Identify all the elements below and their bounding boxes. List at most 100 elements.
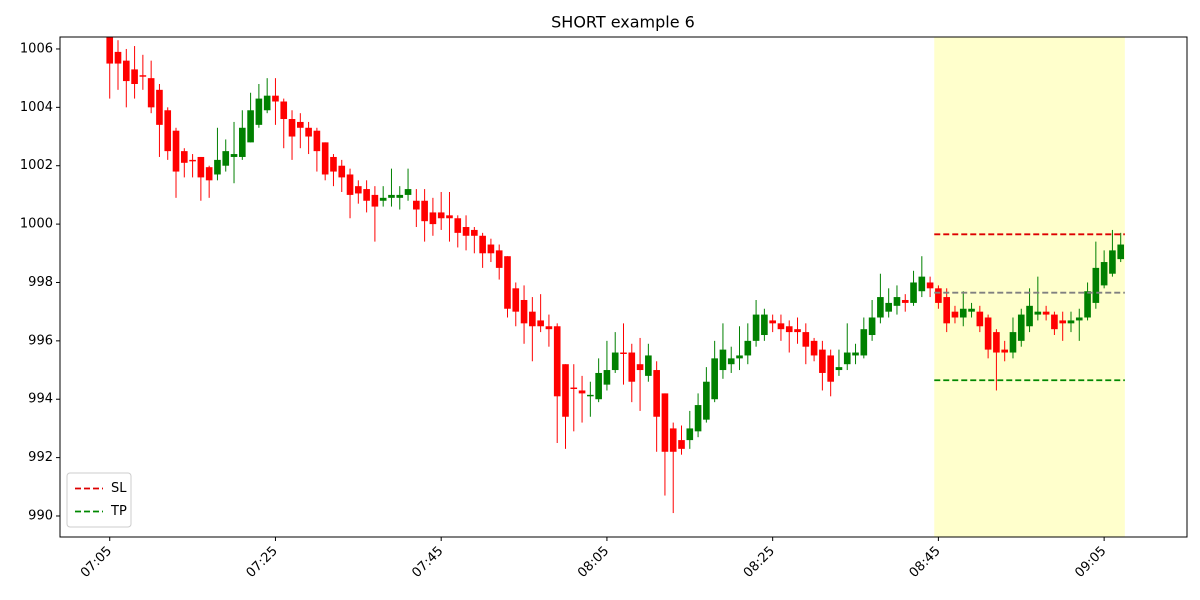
y-tick-label: 992 (28, 450, 53, 465)
candle-body (495, 250, 503, 268)
candle-body (727, 358, 735, 365)
candle-body (222, 151, 230, 166)
candle-body (280, 101, 288, 120)
candle-body (396, 194, 404, 198)
candle-body (769, 320, 776, 324)
candle-body (471, 229, 478, 236)
candle-body (719, 349, 727, 371)
candle-body (106, 37, 114, 64)
candle-body (180, 151, 188, 163)
candle-body (1100, 262, 1108, 286)
legend-label: TP (110, 504, 127, 519)
candle-body (669, 428, 677, 452)
y-tick-label: 994 (28, 392, 53, 407)
candle-body (230, 154, 238, 157)
candle-body (388, 194, 395, 198)
candle-body (156, 89, 163, 125)
candle-body (114, 51, 122, 64)
legend-label: SL (111, 481, 127, 496)
candle-body (297, 121, 304, 128)
candle-body (437, 212, 445, 219)
candle-body (263, 95, 271, 111)
candle-body (512, 288, 520, 312)
candle-body (877, 297, 884, 318)
candle-body (504, 256, 511, 309)
candle-body (910, 282, 917, 303)
candle-body (860, 329, 868, 356)
candle-body (122, 60, 130, 82)
candle-body (379, 197, 387, 201)
candle-body (520, 299, 528, 324)
candle-body (562, 364, 569, 417)
candle-body (901, 299, 909, 303)
y-tick-label: 990 (28, 508, 53, 523)
candle-body (238, 127, 246, 157)
candle-body (147, 78, 155, 108)
candle-body (951, 311, 959, 318)
candle-body (1001, 349, 1009, 353)
candle-body (1109, 250, 1116, 274)
candle-body (935, 288, 942, 303)
candle-body (305, 127, 312, 137)
candle-body (371, 194, 379, 207)
candle-body (1084, 291, 1091, 318)
candle-body (653, 370, 660, 417)
chart-title: SHORT example 6 (551, 13, 695, 32)
candle-body (678, 440, 685, 449)
candle-body (288, 119, 296, 137)
candle-body (330, 156, 337, 172)
candle-body (819, 349, 826, 373)
candle-body (1051, 314, 1058, 330)
candle-body (645, 355, 652, 376)
candle-body (703, 381, 710, 420)
candle-body (694, 405, 702, 432)
candle-body (553, 326, 561, 397)
candle-body (736, 355, 743, 359)
candle-body (959, 308, 967, 318)
candle-body (1042, 311, 1050, 315)
candle-body (255, 98, 263, 125)
candle-body (968, 308, 975, 312)
candle-body (777, 323, 785, 330)
candle-body (446, 215, 453, 219)
candle-body (429, 212, 437, 225)
candle-body (744, 340, 752, 356)
candle-body (413, 200, 420, 210)
candle-body (1092, 267, 1100, 303)
candle-body (205, 167, 213, 181)
candle-body (835, 367, 843, 371)
candle-body (628, 352, 636, 382)
candle-body (852, 352, 859, 356)
candle-body (537, 320, 544, 327)
candle-body (587, 394, 594, 397)
candle-body (404, 189, 412, 195)
candle-body (711, 358, 718, 400)
candle-body (247, 110, 254, 143)
candle-body (827, 355, 834, 382)
y-tick-label: 1004 (20, 100, 53, 115)
candle-body (810, 340, 818, 356)
candle-body (313, 130, 321, 152)
candle-body (761, 314, 768, 336)
candle-body (926, 282, 934, 289)
candle-body (355, 186, 362, 194)
candle-body (794, 329, 801, 333)
candle-body (976, 311, 984, 327)
candle-body (363, 189, 370, 201)
candle-body (321, 142, 329, 175)
candle-body (479, 235, 486, 254)
candle-body (802, 332, 810, 347)
candle-body (272, 95, 279, 102)
candle-body (885, 302, 892, 312)
y-tick-label: 998 (28, 275, 53, 290)
y-tick-label: 1002 (20, 158, 53, 173)
candle-body (197, 156, 205, 178)
candle-body (620, 352, 627, 354)
candle-body (1067, 320, 1075, 324)
candle-body (545, 326, 553, 330)
candle-body (189, 159, 196, 162)
candle-body (661, 393, 669, 452)
candle-body (1059, 320, 1067, 324)
candle-body (164, 110, 172, 152)
legend-box (66, 472, 132, 528)
